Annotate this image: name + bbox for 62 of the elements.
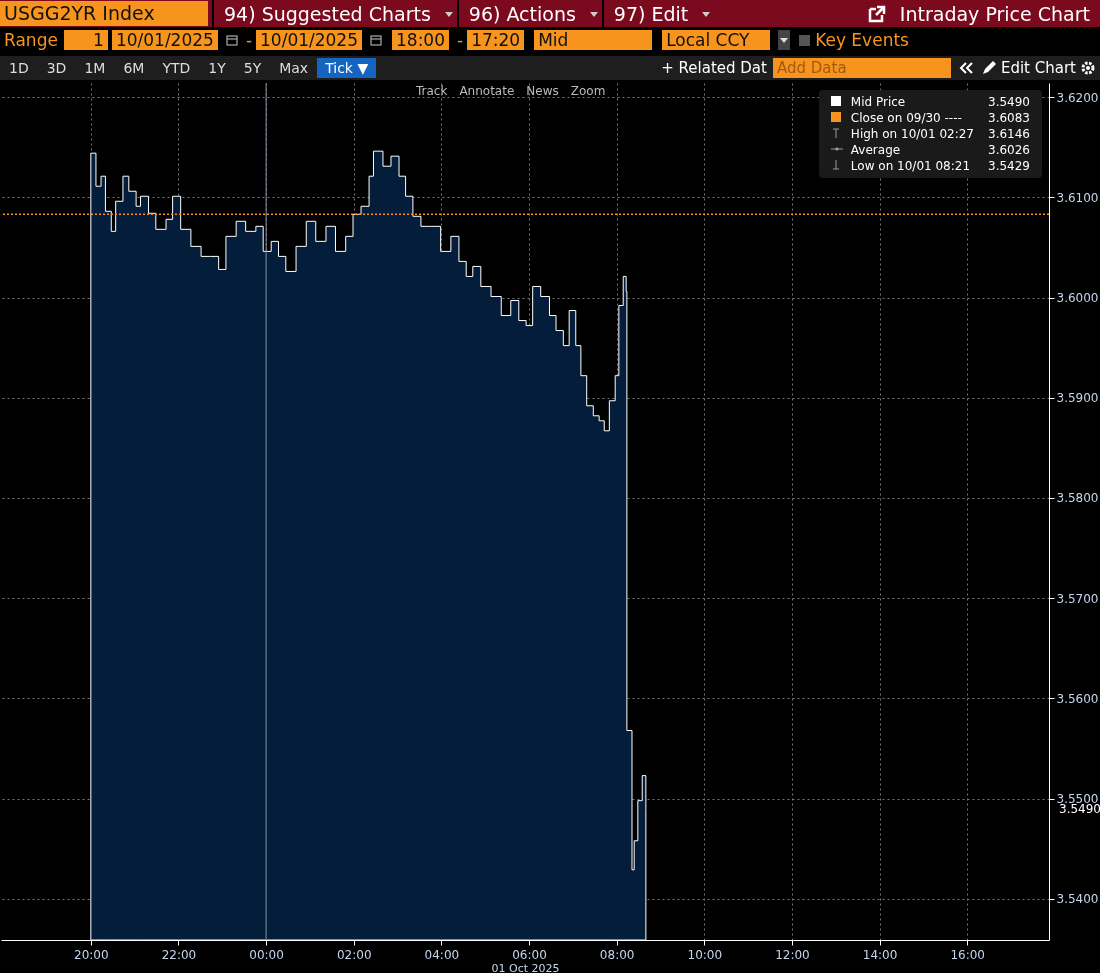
text: 3.6083 bbox=[988, 111, 1030, 125]
text: Zoom bbox=[570, 84, 606, 98]
x-tick-label: 20:00 bbox=[74, 947, 109, 962]
x-tick-label: 06:00 bbox=[512, 947, 547, 962]
y-tick-label: 3.5600 bbox=[1056, 691, 1099, 706]
x-tick-label: 16:00 bbox=[950, 947, 985, 962]
text: Mid Price bbox=[850, 95, 906, 109]
text: 3D bbox=[45, 60, 68, 76]
y-tick-label: 3.5400 bbox=[1056, 892, 1099, 907]
text: Range bbox=[4, 30, 58, 50]
text: 1M bbox=[83, 60, 107, 76]
text: 17:20 bbox=[467, 30, 525, 50]
text: Edit Chart bbox=[1000, 59, 1076, 77]
x-tick-label: 14:00 bbox=[862, 947, 898, 962]
y-tick-label: 3.6000 bbox=[1056, 291, 1099, 305]
text: Max bbox=[278, 60, 310, 76]
text: Local CCY bbox=[662, 30, 771, 50]
annotation: 3.5490 bbox=[988, 94, 1031, 110]
text: 1 bbox=[63, 30, 108, 50]
text: - bbox=[245, 30, 253, 50]
text: Track bbox=[416, 84, 448, 98]
x-tick-label: 04:00 bbox=[424, 947, 460, 962]
text: + Related Dat bbox=[661, 59, 767, 77]
x-tick-label: 08:00 bbox=[599, 947, 635, 962]
x-axis-title: 01 Oct 2025 bbox=[491, 961, 560, 973]
y-tick-label: 3.6100 bbox=[1056, 190, 1099, 205]
x-tick-label: 00:00 bbox=[249, 947, 284, 962]
y-tick-label: 3.5800 bbox=[1056, 491, 1099, 506]
text: Annotate bbox=[459, 84, 515, 98]
text: 5Y bbox=[242, 60, 263, 76]
text: Close on 09/30 ---- bbox=[850, 111, 962, 125]
chart-title: USGG2YR Index bbox=[0, 1, 208, 26]
text: Key Events bbox=[815, 30, 909, 50]
annotation: Average bbox=[850, 142, 902, 158]
annotation: 3.5429 bbox=[988, 158, 1031, 174]
text: 10/01/2025 bbox=[256, 30, 362, 50]
text: 96) Actions bbox=[467, 2, 577, 25]
y-tick-label: 3.5700 bbox=[1056, 591, 1099, 606]
text: Mid bbox=[534, 30, 653, 50]
annotation: High on 10/01 02:27 bbox=[850, 126, 975, 142]
annotation: 3.6146 bbox=[988, 126, 1031, 142]
text: YTD bbox=[161, 60, 192, 76]
x-tick-label: 10:00 bbox=[687, 947, 723, 962]
text: 1D bbox=[8, 60, 30, 76]
text: Add Data bbox=[772, 58, 951, 78]
x-tick-label: 22:00 bbox=[161, 947, 197, 962]
annotation: Low on 10/01 08:21 bbox=[850, 158, 972, 174]
text: 1Y bbox=[207, 60, 227, 76]
text: 97) Edit bbox=[612, 2, 690, 25]
x-tick-label: 12:00 bbox=[775, 947, 810, 962]
text: News bbox=[526, 84, 559, 98]
y-tick-label: 3.5900 bbox=[1056, 391, 1099, 406]
text: Tick ▼ bbox=[317, 58, 377, 78]
chart-subtitle: Intraday Price Chart bbox=[898, 2, 1091, 25]
annotation: 3.6026 bbox=[988, 142, 1031, 158]
text: 94) Suggested Charts bbox=[223, 2, 432, 25]
text: - bbox=[457, 30, 464, 50]
text: 10/01/2025 bbox=[111, 30, 218, 50]
x-tick-label: 02:00 bbox=[336, 947, 372, 962]
text: 6M bbox=[122, 60, 146, 76]
y-tick-label: 3.6200 bbox=[1056, 90, 1099, 105]
text: 18:00 bbox=[392, 30, 449, 50]
